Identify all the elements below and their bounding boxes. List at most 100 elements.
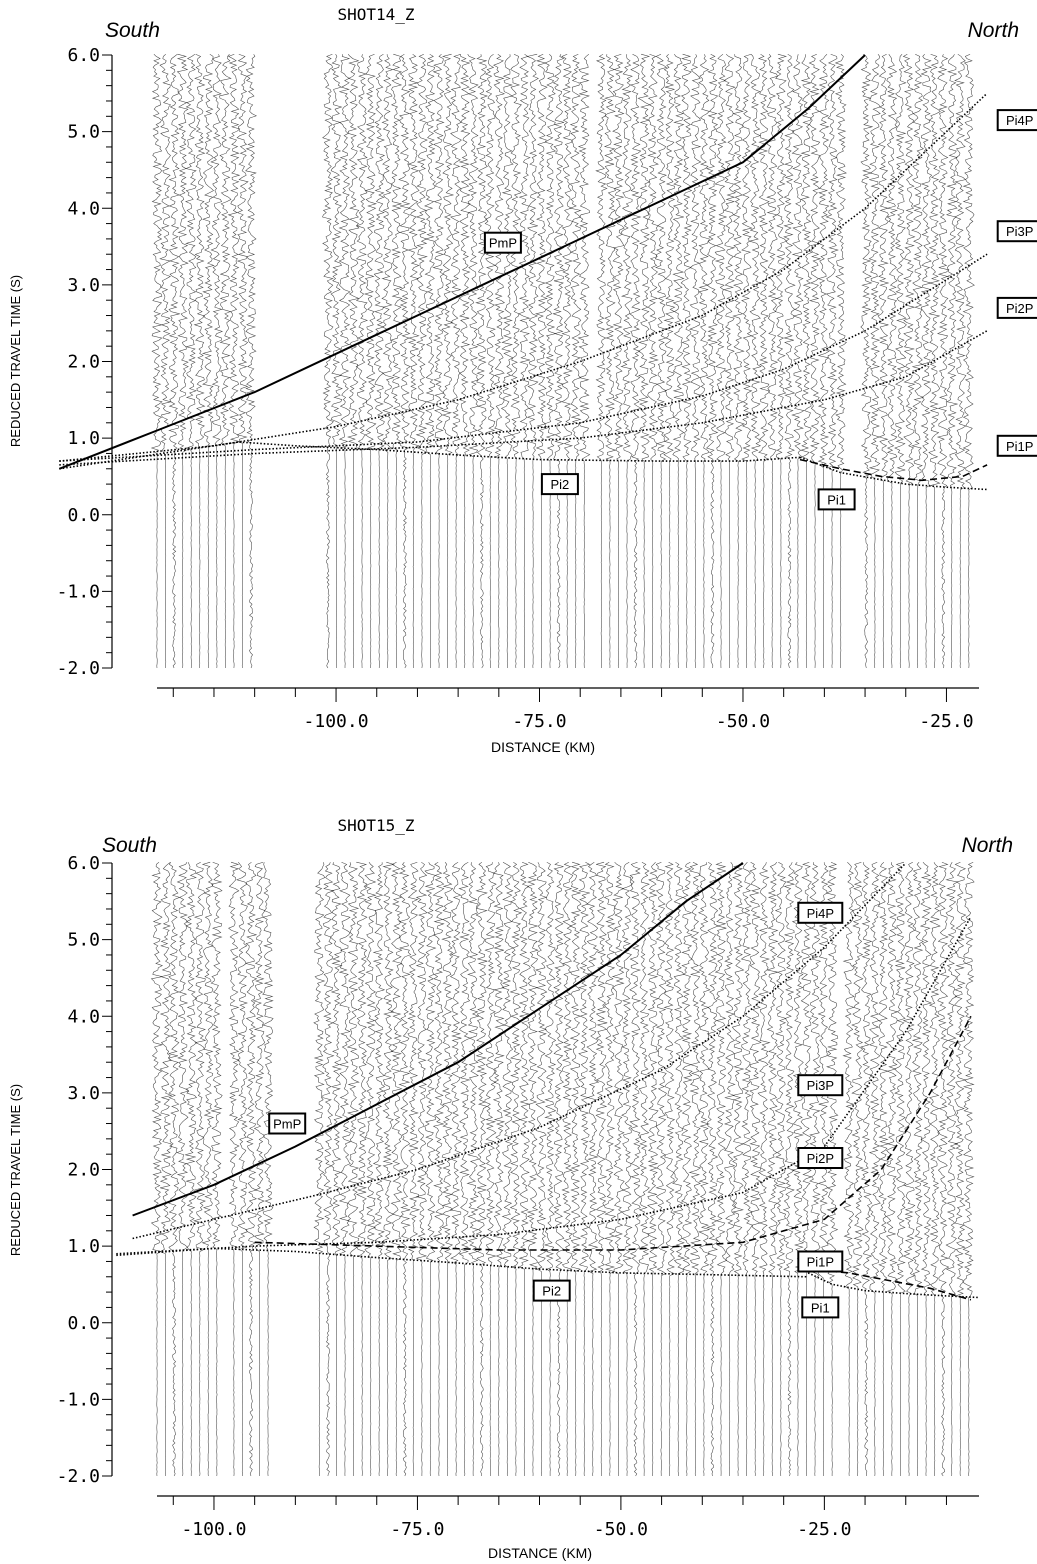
y-axis-title: REDUCED TRAVEL TIME (S) bbox=[8, 275, 23, 447]
panel-title: SHOT14_Z bbox=[337, 5, 414, 24]
seismic-trace bbox=[372, 862, 386, 1477]
seismic-trace bbox=[168, 53, 180, 669]
seismic-trace bbox=[962, 53, 975, 669]
seismic-trace bbox=[509, 861, 523, 1477]
seismic-trace bbox=[355, 54, 369, 669]
y-tick-label: 6.0 bbox=[67, 45, 100, 66]
curve-pmp bbox=[132, 862, 744, 1217]
seismic-trace bbox=[475, 861, 488, 1477]
seismic-trace bbox=[415, 53, 429, 669]
seismic-trace bbox=[894, 861, 907, 1477]
phase-label-pi2: Pi2 bbox=[540, 473, 579, 496]
seismic-trace bbox=[364, 862, 377, 1477]
seismic-trace bbox=[150, 54, 163, 669]
seismic-trace bbox=[526, 861, 539, 1477]
seismic-trace bbox=[236, 862, 248, 1477]
seismic-trace bbox=[698, 862, 711, 1477]
seismic-trace bbox=[637, 53, 651, 669]
seismic-trace bbox=[603, 861, 617, 1477]
seismic-trace bbox=[791, 54, 805, 668]
seismic-trace bbox=[330, 862, 343, 1477]
y-tick-label: -2.0 bbox=[57, 1466, 100, 1487]
seismic-trace bbox=[698, 54, 710, 669]
svg-text:Pi4P: Pi4P bbox=[1006, 113, 1033, 128]
seismic-trace bbox=[825, 53, 839, 669]
seismic-trace bbox=[868, 54, 881, 669]
seismic-trace bbox=[766, 862, 779, 1477]
seismic-trace bbox=[825, 861, 839, 1476]
seismic-trace bbox=[219, 54, 232, 668]
x-tick-label: -100.0 bbox=[181, 1519, 246, 1540]
seismic-trace bbox=[953, 861, 967, 1477]
y-tick-label: 3.0 bbox=[67, 1083, 100, 1104]
south-label: South bbox=[105, 19, 160, 42]
seismic-trace bbox=[398, 53, 412, 669]
panel-title: SHOT15_Z bbox=[337, 816, 414, 835]
seismic-trace bbox=[330, 54, 343, 669]
seismic-trace bbox=[842, 862, 855, 1477]
seismic-trace bbox=[381, 861, 395, 1476]
seismic-trace bbox=[603, 54, 617, 669]
svg-text:Pi1: Pi1 bbox=[827, 492, 846, 507]
seismic-trace bbox=[553, 861, 565, 1477]
seismic-trace bbox=[500, 54, 514, 668]
seismic-trace bbox=[860, 862, 873, 1476]
svg-text:Pi1P: Pi1P bbox=[1006, 439, 1033, 454]
x-tick-label: -50.0 bbox=[716, 711, 770, 732]
seismic-trace bbox=[595, 53, 608, 669]
seismic-trace bbox=[484, 53, 497, 668]
seismic-trace bbox=[484, 862, 497, 1477]
seismic-trace bbox=[210, 54, 224, 669]
seismic-trace bbox=[962, 861, 975, 1477]
svg-text:Pi2P: Pi2P bbox=[1006, 301, 1033, 316]
seismic-trace bbox=[176, 862, 190, 1477]
svg-text:PmP: PmP bbox=[273, 1117, 301, 1132]
seismic-trace bbox=[868, 861, 881, 1477]
seismic-trace bbox=[252, 861, 266, 1477]
seismic-trace bbox=[356, 861, 368, 1477]
y-tick-label: -1.0 bbox=[57, 581, 100, 602]
seismic-trace bbox=[424, 53, 436, 668]
y-tick-label: 2.0 bbox=[67, 1160, 100, 1181]
seismic-trace bbox=[193, 53, 206, 669]
seismic-trace bbox=[911, 862, 924, 1477]
seismic-trace bbox=[748, 54, 762, 669]
svg-text:Pi1P: Pi1P bbox=[807, 1255, 834, 1270]
panel-shot14: SHOT14_Z South North REDUCED TRAVEL TIME… bbox=[8, 5, 1037, 755]
seismic-trace bbox=[493, 53, 506, 669]
seismic-trace bbox=[663, 54, 676, 668]
x-tick-label: -75.0 bbox=[390, 1519, 444, 1540]
seismic-trace bbox=[834, 54, 847, 668]
seismic-trace bbox=[227, 53, 241, 669]
seismic-trace bbox=[714, 53, 728, 669]
curve-pi1 bbox=[799, 456, 988, 491]
seismic-trace bbox=[774, 861, 787, 1477]
seismic-trace bbox=[313, 862, 326, 1477]
seismic-trace bbox=[449, 861, 462, 1477]
seismic-trace bbox=[732, 54, 745, 669]
seismic-trace bbox=[877, 53, 890, 668]
svg-text:Pi4P: Pi4P bbox=[807, 906, 834, 921]
seismic-trace bbox=[629, 861, 642, 1477]
seismic-trace bbox=[741, 53, 753, 669]
seismic-trace bbox=[363, 53, 377, 668]
phase-label-pi2p: Pi2P bbox=[996, 296, 1037, 319]
seismic-trace bbox=[638, 861, 650, 1476]
seismic-trace bbox=[945, 54, 959, 669]
y-tick-label: 1.0 bbox=[67, 1236, 100, 1257]
curve-pi1 bbox=[807, 1272, 980, 1299]
seismic-trace bbox=[432, 861, 445, 1477]
seismic-trace bbox=[877, 861, 890, 1477]
seismic-trace bbox=[569, 861, 582, 1477]
seismic-trace bbox=[586, 861, 600, 1477]
seismic-trace bbox=[757, 53, 770, 668]
phase-label-pi2: Pi2 bbox=[532, 1279, 571, 1302]
seismic-trace bbox=[458, 861, 471, 1477]
y-tick-label: 5.0 bbox=[67, 930, 100, 951]
seismic-trace bbox=[817, 862, 830, 1476]
x-tick-label: -25.0 bbox=[797, 1519, 851, 1540]
north-label: North bbox=[962, 834, 1013, 857]
curve-pi1p bbox=[799, 458, 988, 482]
phase-label-pmp: PmP bbox=[268, 1112, 307, 1135]
seismic-trace bbox=[663, 861, 676, 1476]
